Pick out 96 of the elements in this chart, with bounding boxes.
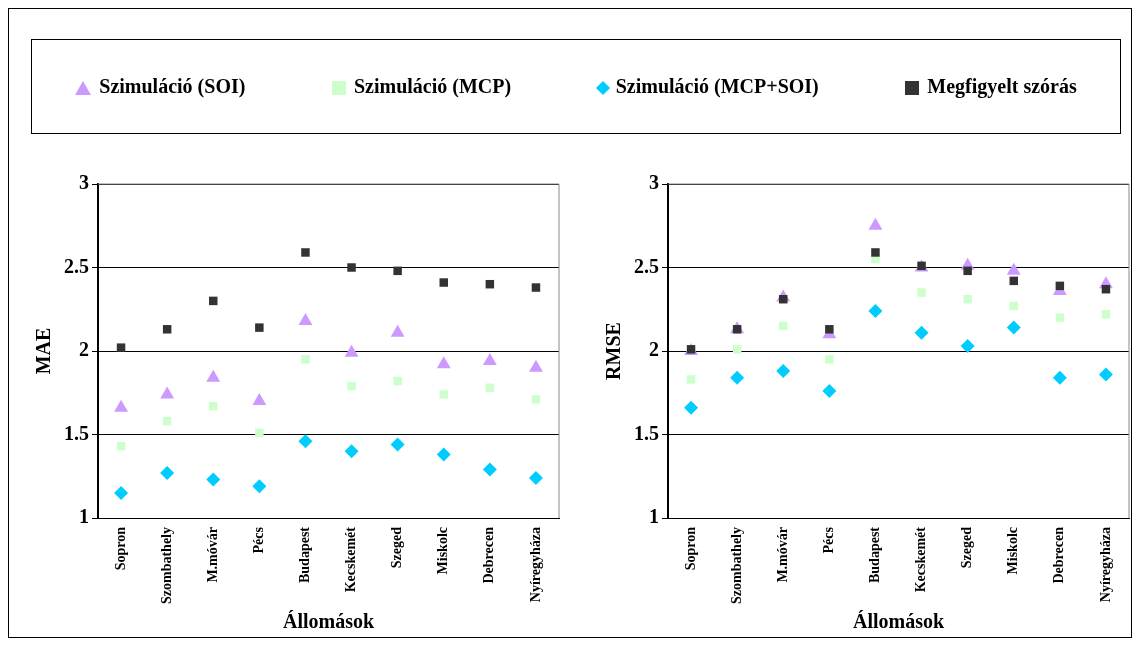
point <box>914 325 929 340</box>
x-tick-label: Debrecen <box>481 526 497 584</box>
point <box>301 355 310 364</box>
point <box>1055 313 1065 322</box>
x-tick-label: Budapest <box>867 526 883 584</box>
x-tick-label: Kecskemét <box>913 526 929 593</box>
point <box>868 303 883 318</box>
point <box>825 325 834 334</box>
point <box>252 479 267 494</box>
point <box>116 343 126 352</box>
x-axis-title: Állomások <box>282 610 375 633</box>
x-tick-label: M.móvár <box>774 527 790 583</box>
point <box>344 344 359 357</box>
point <box>482 462 497 477</box>
point <box>206 369 221 382</box>
x-tick-label: Szeged <box>959 526 975 569</box>
point <box>528 470 543 485</box>
point <box>252 393 267 406</box>
point <box>485 383 495 392</box>
y-tick-label: 1.5 <box>64 421 89 444</box>
point <box>436 447 451 462</box>
point <box>347 263 356 272</box>
x-tick-label: Nyíregyháza <box>1097 527 1113 603</box>
point <box>347 381 356 391</box>
point <box>732 345 742 354</box>
point <box>482 353 497 366</box>
point <box>825 355 834 364</box>
point <box>730 370 745 385</box>
x-tick-label: Miskolc <box>1005 527 1021 575</box>
point <box>684 400 699 415</box>
x-axis-title: Állomások <box>852 610 945 633</box>
point <box>255 323 264 332</box>
point <box>439 278 448 287</box>
y-tick-label: 2.5 <box>64 254 89 277</box>
x-tick-label: Sopron <box>682 526 698 571</box>
point <box>822 384 837 399</box>
point <box>301 248 310 257</box>
point <box>1101 310 1111 319</box>
x-tick-label: Nyíregyháza <box>527 527 543 603</box>
legend-label: Szimuláció (MCP+SOI) <box>615 75 819 97</box>
point <box>162 325 172 334</box>
point <box>344 444 359 459</box>
x-tick-label: Sopron <box>112 526 128 571</box>
point <box>1098 367 1113 382</box>
y-tick-label: 3 <box>79 171 89 194</box>
point <box>732 325 742 334</box>
point <box>390 324 405 337</box>
x-tick-label: Szombathely <box>728 527 744 604</box>
point <box>871 248 880 257</box>
point <box>917 288 926 297</box>
point <box>963 266 972 276</box>
point <box>390 437 405 452</box>
point <box>114 399 128 412</box>
point <box>439 390 448 399</box>
point <box>868 217 883 230</box>
point <box>393 266 402 276</box>
y-tick-label: 2 <box>79 338 89 361</box>
x-tick-label: Budapest <box>297 526 313 584</box>
point <box>686 375 696 384</box>
x-tick-label: Szeged <box>389 526 405 569</box>
point <box>531 395 541 404</box>
x-tick-label: M.móvár <box>204 527 220 583</box>
y-tick-label: 2.5 <box>634 254 659 277</box>
x-tick-label: Miskolc <box>435 527 451 575</box>
point <box>1052 370 1067 385</box>
point <box>960 338 975 353</box>
point <box>1006 320 1021 335</box>
point <box>298 312 313 325</box>
point <box>255 428 264 438</box>
point <box>206 472 221 487</box>
x-tick-label: Kecskemét <box>343 526 359 593</box>
point <box>114 485 129 500</box>
point <box>160 386 175 399</box>
y-tick-label: 1 <box>79 505 89 528</box>
y-tick-label: 3 <box>649 171 659 194</box>
point <box>963 294 972 304</box>
point <box>393 376 402 386</box>
legend-label: Szimuláció (SOI) <box>99 75 246 97</box>
y-tick-label: 1 <box>649 505 659 528</box>
legend-label: Megfigyelt szórás <box>927 75 1077 97</box>
point <box>1006 262 1021 275</box>
point <box>436 356 451 369</box>
y-tick-label: 1.5 <box>634 421 659 444</box>
point <box>160 465 175 480</box>
y-tick-label: 2 <box>649 338 659 361</box>
point <box>298 434 313 449</box>
x-tick-label: Pécs <box>250 526 266 554</box>
point <box>531 283 541 292</box>
x-tick-label: Szombathely <box>158 527 174 604</box>
legend-label: Szimuláció (MCP) <box>353 75 512 97</box>
y-axis-title: MAE <box>32 327 55 375</box>
point <box>529 359 543 372</box>
point <box>776 364 791 379</box>
y-axis-title: RMSE <box>602 322 625 380</box>
x-tick-label: Debrecen <box>1051 526 1067 584</box>
x-tick-label: Pécs <box>820 526 836 554</box>
